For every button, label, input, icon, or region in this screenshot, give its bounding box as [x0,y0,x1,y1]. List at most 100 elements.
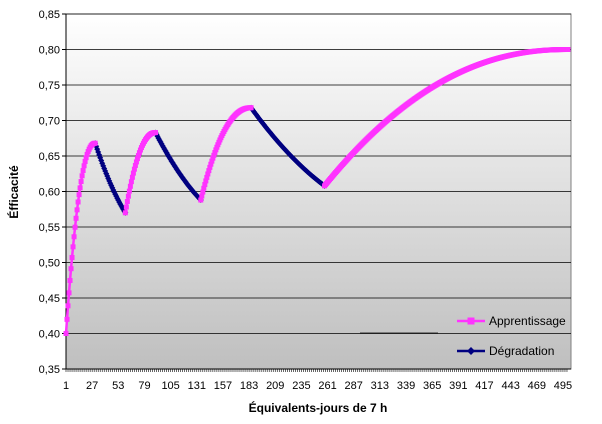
x-tick-label: 105 [161,380,179,392]
y-tick-label: 0,70 [39,116,60,128]
point-apprentissage [122,210,128,216]
x-tick-label: 183 [240,380,258,392]
point-apprentissage [209,158,215,164]
point-apprentissage [64,316,70,322]
x-tick-label: 53 [112,380,124,392]
point-apprentissage [128,179,134,185]
point-apprentissage [71,234,77,240]
x-tick-label: 469 [528,380,546,392]
legend-label-apprentissage: Apprentissage [489,314,566,328]
y-tick-label: 0,80 [39,45,60,57]
x-tick-label: 495 [554,380,572,392]
x-tick-label: 417 [475,380,493,392]
point-apprentissage [213,147,219,153]
point-apprentissage [81,163,87,169]
point-apprentissage [131,166,137,172]
point-apprentissage [199,193,205,199]
point-apprentissage [75,199,81,205]
point-apprentissage [200,189,206,195]
legend-entry-degradation: Dégradation [457,344,554,358]
legend-marker-apprentissage [467,317,475,325]
y-tick-label: 0,45 [39,293,60,305]
x-tick-label: 131 [188,380,206,392]
legend: Apprentissage Dégradation [360,314,566,358]
point-apprentissage [84,151,90,157]
point-apprentissage [63,331,69,336]
point-apprentissage [69,254,75,260]
point-apprentissage [73,215,79,221]
point-apprentissage [129,174,135,180]
point-apprentissage [201,185,207,191]
point-apprentissage [210,155,216,161]
x-tick-label: 27 [86,380,98,392]
point-apprentissage [79,173,85,179]
point-apprentissage [66,290,72,296]
x-tick-labels: 1 27 53 79 105 131 157 183 209 235 261 287 313 339 365… [63,369,572,392]
point-apprentissage [204,174,210,180]
point-apprentissage [124,199,130,205]
legend-entry-apprentissage: Apprentissage [457,314,566,328]
point-apprentissage [67,277,73,283]
point-apprentissage [211,152,217,158]
point-apprentissage [65,303,71,309]
series-apprentissage [63,47,571,336]
x-axis-title: Équivalents-jours de 7 h [249,400,388,415]
series-layer [63,47,571,336]
x-tick-label: 209 [266,380,284,392]
y-tick-label: 0,35 [39,364,60,376]
y-tick-label: 0,60 [39,187,60,199]
x-tick-label: 339 [397,380,415,392]
point-apprentissage [205,171,211,177]
x-tick-label: 235 [292,380,310,392]
point-apprentissage [82,159,88,165]
point-apprentissage [214,144,220,150]
legend-marker-degradation [467,347,475,355]
point-apprentissage [153,130,159,136]
point-apprentissage [207,164,213,170]
point-apprentissage [123,204,129,210]
point-apprentissage [203,178,209,184]
point-apprentissage [68,266,74,272]
y-tick-label: 0,55 [39,222,60,234]
point-apprentissage [74,207,80,213]
x-tick-label: 443 [501,380,519,392]
y-tick-label: 0,50 [39,258,60,270]
point-apprentissage [70,244,76,250]
point-apprentissage [133,159,139,165]
point-apprentissage [125,193,131,199]
point-apprentissage [80,168,86,174]
point-apprentissage [130,170,136,176]
point-apprentissage [76,192,82,198]
point-apprentissage [77,185,83,191]
point-apprentissage [198,197,204,203]
point-apprentissage [83,155,89,161]
x-tick-label: 313 [371,380,389,392]
x-tick-label: 391 [449,380,467,392]
x-tick-label: 365 [423,380,441,392]
point-apprentissage [135,153,141,159]
point-apprentissage [132,162,138,168]
x-tick-label: 261 [318,380,336,392]
grid [66,13,571,334]
point-apprentissage [208,161,214,167]
y-tick-labels: 0,35 0,40 0,45 0,50 0,55 0,60 0,65 0,70 0,75 0,80… [39,9,66,376]
point-apprentissage [565,47,571,52]
point-apprentissage [248,105,254,111]
y-tick-label: 0,40 [39,329,60,341]
y-tick-label: 0,75 [39,80,60,92]
y-axis-title: Éfficacité [6,165,21,219]
point-apprentissage [202,182,208,188]
point-apprentissage [136,150,142,156]
y-tick-label: 0,65 [39,151,60,163]
point-apprentissage [212,150,218,156]
point-apprentissage [127,183,133,189]
point-apprentissage [92,140,98,146]
point-apprentissage [206,168,212,174]
legend-label-degradation: Dégradation [489,344,554,358]
point-apprentissage [72,224,78,230]
x-tick-label: 1 [63,380,69,392]
x-tick-label: 157 [214,380,232,392]
x-tick-label: 287 [345,380,363,392]
x-tick-label: 79 [138,380,150,392]
point-apprentissage [78,179,84,185]
